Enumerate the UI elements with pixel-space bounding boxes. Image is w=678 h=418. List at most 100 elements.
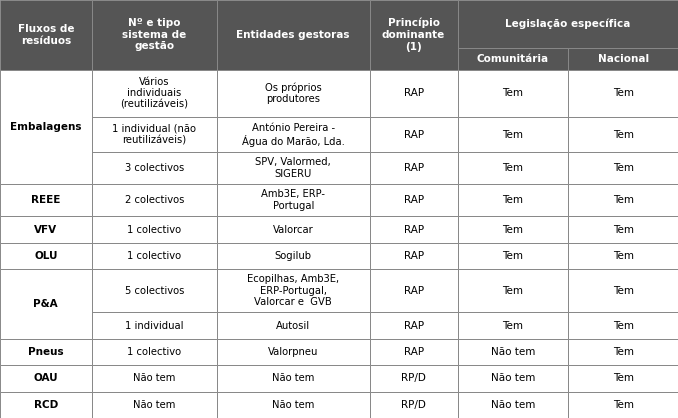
Text: REEE: REEE — [31, 195, 60, 205]
Bar — [217, 312, 370, 339]
Bar — [217, 69, 370, 117]
Bar — [370, 269, 458, 312]
Text: Pneus: Pneus — [28, 347, 64, 357]
Bar — [92, 152, 217, 184]
Text: Tem: Tem — [613, 373, 633, 383]
Bar — [0, 339, 92, 365]
Text: Valorpneu: Valorpneu — [268, 347, 319, 357]
Text: Amb3E, ERP-
Portugal: Amb3E, ERP- Portugal — [261, 189, 325, 211]
Text: Não tem: Não tem — [491, 347, 535, 357]
Bar — [370, 69, 458, 117]
Text: RAP: RAP — [403, 195, 424, 205]
Bar — [370, 184, 458, 217]
Bar — [568, 243, 678, 269]
Text: Autosil: Autosil — [276, 321, 311, 331]
Bar — [217, 243, 370, 269]
Text: RAP: RAP — [403, 286, 424, 296]
Text: Comunitária: Comunitária — [477, 54, 549, 64]
Bar — [370, 339, 458, 365]
Text: 1 colectivo: 1 colectivo — [127, 225, 181, 234]
Text: Não tem: Não tem — [491, 373, 535, 383]
Text: Tem: Tem — [613, 286, 633, 296]
Text: Tem: Tem — [613, 225, 633, 234]
Text: OAU: OAU — [33, 373, 58, 383]
Bar — [458, 269, 568, 312]
Text: RAP: RAP — [403, 88, 424, 98]
Text: Tem: Tem — [502, 321, 523, 331]
Bar — [458, 184, 568, 217]
Text: Tem: Tem — [613, 251, 633, 261]
Bar — [0, 269, 92, 339]
Bar — [458, 152, 568, 184]
Text: Embalagens: Embalagens — [10, 122, 81, 132]
Bar — [458, 69, 568, 117]
Text: 1 individual: 1 individual — [125, 321, 184, 331]
Text: Os próprios
produtores: Os próprios produtores — [265, 82, 321, 104]
Text: RAP: RAP — [403, 347, 424, 357]
Bar — [92, 339, 217, 365]
Bar — [92, 243, 217, 269]
Bar — [92, 392, 217, 418]
Text: 1 colectivo: 1 colectivo — [127, 347, 181, 357]
Text: António Pereira -
Água do Marão, Lda.: António Pereira - Água do Marão, Lda. — [242, 122, 344, 147]
Bar — [458, 48, 568, 69]
Bar — [217, 117, 370, 152]
Text: Tem: Tem — [502, 88, 523, 98]
Bar — [458, 312, 568, 339]
Text: Tem: Tem — [613, 88, 633, 98]
Text: RAP: RAP — [403, 251, 424, 261]
Bar — [458, 392, 568, 418]
Text: OLU: OLU — [34, 251, 58, 261]
Bar — [92, 117, 217, 152]
Text: Tem: Tem — [613, 347, 633, 357]
Bar — [92, 365, 217, 392]
Bar — [458, 217, 568, 243]
Text: Não tem: Não tem — [491, 400, 535, 410]
Text: Tem: Tem — [502, 130, 523, 140]
Bar — [458, 365, 568, 392]
Bar — [568, 117, 678, 152]
Text: Nacional: Nacional — [597, 54, 649, 64]
Bar — [458, 0, 678, 48]
Text: RAP: RAP — [403, 321, 424, 331]
Bar — [568, 269, 678, 312]
Text: Não tem: Não tem — [133, 400, 176, 410]
Bar — [92, 217, 217, 243]
Bar — [370, 392, 458, 418]
Bar — [568, 48, 678, 69]
Text: Tem: Tem — [502, 225, 523, 234]
Text: 3 colectivos: 3 colectivos — [125, 163, 184, 173]
Text: 5 colectivos: 5 colectivos — [125, 286, 184, 296]
Bar — [217, 365, 370, 392]
Text: Não tem: Não tem — [272, 400, 315, 410]
Text: Tem: Tem — [613, 321, 633, 331]
Bar — [568, 69, 678, 117]
Text: Tem: Tem — [502, 195, 523, 205]
Bar — [568, 184, 678, 217]
Bar — [92, 69, 217, 117]
Text: RP/D: RP/D — [401, 373, 426, 383]
Bar — [217, 392, 370, 418]
Bar — [0, 217, 92, 243]
Text: Nº e tipo
sistema de
gestão: Nº e tipo sistema de gestão — [122, 18, 186, 51]
Bar — [92, 312, 217, 339]
Text: SPV, Valormed,
SIGERU: SPV, Valormed, SIGERU — [256, 157, 331, 179]
Bar — [568, 152, 678, 184]
Bar — [217, 152, 370, 184]
Bar — [0, 69, 92, 184]
Text: Legislação específica: Legislação específica — [505, 18, 631, 29]
Bar — [92, 269, 217, 312]
Text: Tem: Tem — [613, 163, 633, 173]
Bar — [217, 339, 370, 365]
Text: Vários
individuais
(reutilizáveis): Vários individuais (reutilizáveis) — [120, 76, 188, 110]
Bar — [0, 243, 92, 269]
Bar — [458, 243, 568, 269]
Bar — [0, 392, 92, 418]
Text: RAP: RAP — [403, 225, 424, 234]
Bar — [568, 339, 678, 365]
Text: Tem: Tem — [502, 163, 523, 173]
Bar — [370, 217, 458, 243]
Text: Não tem: Não tem — [133, 373, 176, 383]
Text: RAP: RAP — [403, 130, 424, 140]
Bar — [568, 365, 678, 392]
